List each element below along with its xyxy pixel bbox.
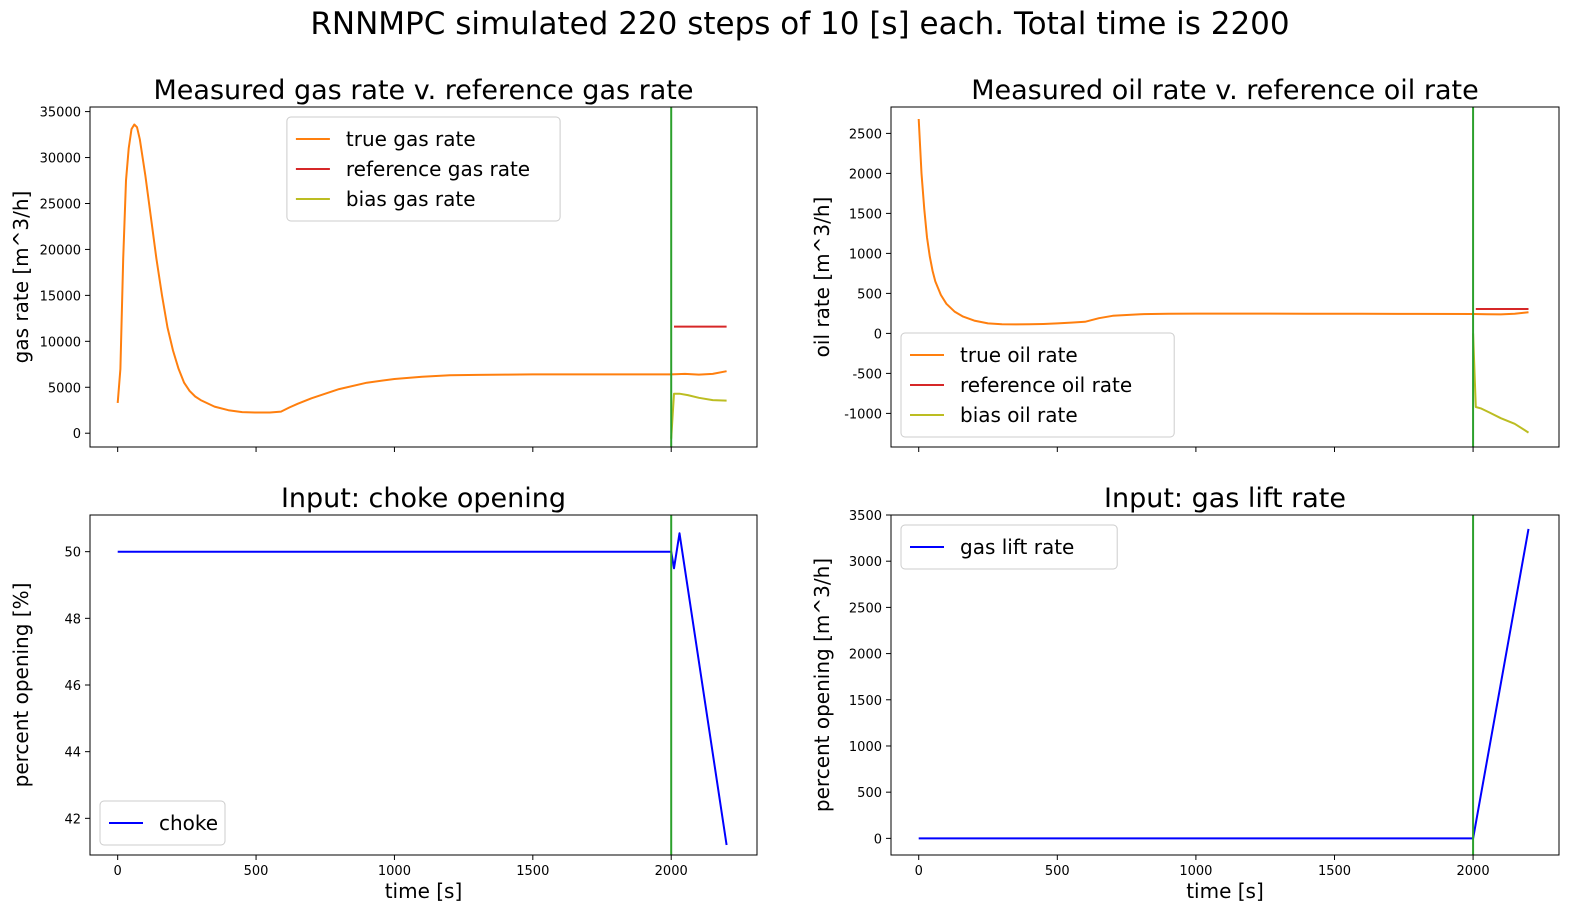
series-group xyxy=(116,107,727,447)
x-tick-label: 2000 xyxy=(1457,864,1490,879)
x-tick-label: 1000 xyxy=(1179,864,1212,879)
y-tick-label: 1000 xyxy=(849,740,882,755)
legend-box xyxy=(900,332,1175,438)
y-tick-label: 50 xyxy=(64,546,81,561)
y-tick-label: 1000 xyxy=(849,247,882,262)
series-group xyxy=(117,515,728,855)
y-axis-label: oil rate [m^3/h] xyxy=(810,197,834,358)
y-tick-label: 3000 xyxy=(849,555,882,570)
x-tick-label: 1500 xyxy=(1318,864,1351,879)
y-tick-label: 35000 xyxy=(40,106,81,121)
legend: gas lift rate xyxy=(900,524,1118,570)
plot-area xyxy=(90,515,757,855)
legend-label: reference oil rate xyxy=(960,373,1132,397)
legend-label: gas lift rate xyxy=(960,535,1074,559)
y-tick-label: 1500 xyxy=(849,694,882,709)
y-tick-label: 15000 xyxy=(40,289,81,304)
legend-label: bias gas rate xyxy=(346,187,476,211)
y-tick-label: 0 xyxy=(73,427,81,442)
axes-frame xyxy=(890,514,1560,856)
y-tick-label: 20000 xyxy=(40,243,81,258)
y-tick-label: 10000 xyxy=(40,335,81,350)
y-tick-label: 1500 xyxy=(849,207,882,222)
series-group xyxy=(918,515,1530,855)
y-tick-label: 0 xyxy=(874,327,882,342)
x-tick-label: 1500 xyxy=(516,864,549,879)
y-tick-label: 44 xyxy=(64,746,81,761)
y-axis-label: percent opening [m^3/h] xyxy=(810,558,834,812)
y-tick-label: 30000 xyxy=(40,152,81,167)
series-line-bias-gas-rate xyxy=(670,392,727,439)
y-tick-label: 48 xyxy=(64,612,81,627)
x-tick-label: 2000 xyxy=(655,864,688,879)
legend-label: true gas rate xyxy=(346,127,476,151)
y-axis-label: percent opening [%] xyxy=(9,583,33,788)
axes-frame xyxy=(890,106,1560,448)
chart-panel-2: Measured oil rate v. reference oil rate o… xyxy=(810,75,1560,452)
x-tick-label: 0 xyxy=(915,864,923,879)
series-line-true-gas-rate xyxy=(116,123,727,414)
x-tick-label: 500 xyxy=(244,864,269,879)
legend: true oil rate reference oil rate bias oil … xyxy=(900,332,1175,438)
y-tick-label: 2000 xyxy=(849,167,882,182)
y-tick-label: -500 xyxy=(852,367,882,382)
chart-panel-3: Input: choke opening percent opening [%] t… xyxy=(9,483,758,903)
legend-label: bias oil rate xyxy=(960,403,1078,427)
plot-area xyxy=(891,515,1559,855)
series-line-bias-oil-rate xyxy=(1472,333,1530,434)
y-tick-label: 42 xyxy=(64,812,81,827)
x-tick-label: 500 xyxy=(1045,864,1070,879)
x-axis-label: time [s] xyxy=(1186,879,1264,903)
series-group xyxy=(917,107,1530,447)
axes-frame xyxy=(89,514,758,856)
legend: true gas rate reference gas rate bias gas … xyxy=(286,116,561,222)
legend-box xyxy=(900,524,1118,570)
y-tick-label: 46 xyxy=(64,679,81,694)
y-tick-label: 0 xyxy=(874,832,882,847)
chart-title: Input: choke opening xyxy=(281,483,566,514)
x-axis-label: time [s] xyxy=(385,879,463,903)
y-tick-label: 2500 xyxy=(849,601,882,616)
y-tick-label: 2500 xyxy=(849,127,882,142)
series-line-choke xyxy=(117,532,728,846)
y-tick-label: 3500 xyxy=(849,509,882,524)
axes-frame xyxy=(89,106,758,448)
series-line-true-oil-rate xyxy=(917,118,1529,326)
legend-label: reference gas rate xyxy=(346,157,530,181)
y-tick-label: -1000 xyxy=(844,407,882,422)
legend-box xyxy=(99,800,226,846)
chart-panel-1: Measured gas rate v. reference gas rate g… xyxy=(9,75,758,452)
y-tick-label: 500 xyxy=(857,786,882,801)
x-tick-label: 1000 xyxy=(378,864,411,879)
legend-label: choke xyxy=(159,811,218,835)
legend: choke xyxy=(99,800,226,846)
y-tick-label: 5000 xyxy=(48,381,81,396)
y-tick-label: 25000 xyxy=(40,197,81,212)
chart-title: Measured oil rate v. reference oil rate xyxy=(971,75,1479,106)
chart-title: Measured gas rate v. reference gas rate xyxy=(154,75,694,106)
figure-suptitle: RNNMPC simulated 220 steps of 10 [s] eac… xyxy=(310,6,1289,42)
legend-box xyxy=(286,116,561,222)
y-tick-label: 500 xyxy=(857,287,882,302)
legend-label: true oil rate xyxy=(960,343,1078,367)
x-tick-label: 0 xyxy=(114,864,122,879)
chart-panel-4: Input: gas lift rate percent opening [m^3… xyxy=(810,483,1560,903)
y-tick-label: 2000 xyxy=(849,648,882,663)
y-axis-label: gas rate [m^3/h] xyxy=(9,191,33,364)
chart-title: Input: gas lift rate xyxy=(1104,483,1346,514)
